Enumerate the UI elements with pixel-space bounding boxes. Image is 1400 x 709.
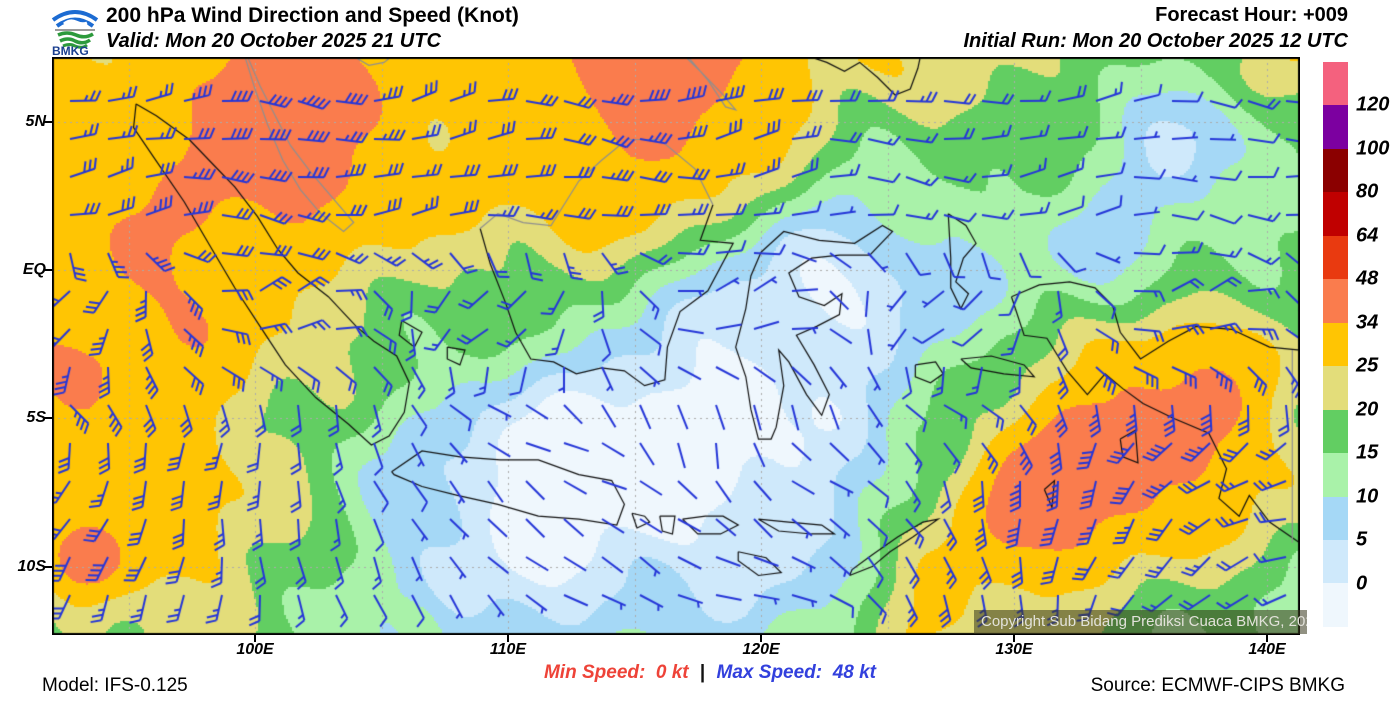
colorbar-label: 20 xyxy=(1356,398,1379,421)
colorbar-cell xyxy=(1323,62,1348,106)
min-speed-label: Min Speed: xyxy=(543,662,646,683)
colorbar-label: 64 xyxy=(1356,224,1379,247)
minmax-speed-line: Min Speed: 0 kt | Max Speed: 48 kt xyxy=(450,662,970,684)
colorbar-cell xyxy=(1323,279,1348,323)
bmkg-logo-graphic: BMKG xyxy=(51,10,99,58)
colorbar-cell xyxy=(1323,409,1348,454)
colorbar-label: 48 xyxy=(1356,267,1379,290)
lat-tick xyxy=(44,120,52,123)
colorbar-cell xyxy=(1323,539,1348,584)
lon-label: 100E xyxy=(236,641,274,658)
speed-colorbar xyxy=(1323,62,1348,627)
source-label: Source: ECMWF-CIPS BMKG xyxy=(1090,675,1345,696)
forecast-hour-label: Forecast Hour: xyxy=(1155,4,1298,26)
forecast-hour-value: +009 xyxy=(1302,4,1348,26)
lon-tick xyxy=(254,635,256,642)
lat-tick xyxy=(44,417,52,420)
colorbar-label: 120 xyxy=(1356,93,1390,116)
lon-tick xyxy=(1266,635,1268,642)
colorbar-cell xyxy=(1323,366,1348,410)
page-title: 200 hPa Wind Direction and Speed (Knot) xyxy=(106,4,519,27)
max-speed-value: 48 kt xyxy=(832,662,876,683)
valid-time: Valid: Mon 20 October 2025 21 UTC xyxy=(106,30,441,52)
lon-label: 140E xyxy=(1248,641,1286,658)
colorbar-label: 25 xyxy=(1356,354,1379,377)
lat-tick xyxy=(44,565,52,568)
bmkg-logo: BMKG xyxy=(48,2,102,58)
lat-tick xyxy=(44,269,52,271)
colorbar-label: 34 xyxy=(1356,311,1379,334)
colorbar-cell xyxy=(1323,105,1348,149)
model-label: Model: IFS-0.125 xyxy=(42,675,188,696)
lat-label: 5N xyxy=(25,112,46,130)
colorbar-label: 80 xyxy=(1356,180,1379,203)
initial-run: Initial Run: Mon 20 October 2025 12 UTC xyxy=(963,30,1348,52)
colorbar-label: 5 xyxy=(1356,528,1368,551)
copyright-overlay: Copyright Sub Bidang Prediksi Cuaca BMKG… xyxy=(974,610,1307,634)
lon-label: 130E xyxy=(995,641,1033,658)
lon-tick xyxy=(760,635,762,642)
colorbar-cell xyxy=(1323,322,1348,367)
colorbar-cell xyxy=(1323,235,1348,280)
max-speed-label: Max Speed: xyxy=(716,662,823,683)
colorbar-label: 15 xyxy=(1356,441,1379,464)
minmax-separator: | xyxy=(699,662,706,683)
min-speed-value: 0 kt xyxy=(655,662,689,683)
lon-tick xyxy=(507,635,509,642)
lat-label: 5S xyxy=(26,409,46,427)
colorbar-label: 10 xyxy=(1356,485,1379,508)
lon-label: 110E xyxy=(489,641,527,658)
colorbar-cell xyxy=(1323,192,1348,236)
colorbar-label: 100 xyxy=(1356,137,1390,160)
lon-label: 120E xyxy=(742,641,780,658)
colorbar-cell xyxy=(1323,453,1348,497)
bmkg-logo-text: BMKG xyxy=(52,44,89,56)
colorbar-cell xyxy=(1323,148,1348,193)
colorbar-cell xyxy=(1323,583,1348,627)
lon-tick xyxy=(1013,635,1015,642)
colorbar-label: 0 xyxy=(1356,572,1368,595)
lat-label: EQ xyxy=(22,261,46,278)
wind-map-canvas xyxy=(52,57,1300,635)
forecast-hour: Forecast Hour: +009 xyxy=(1155,4,1348,27)
colorbar-cell xyxy=(1323,496,1348,540)
lat-label: 10S xyxy=(17,557,46,575)
